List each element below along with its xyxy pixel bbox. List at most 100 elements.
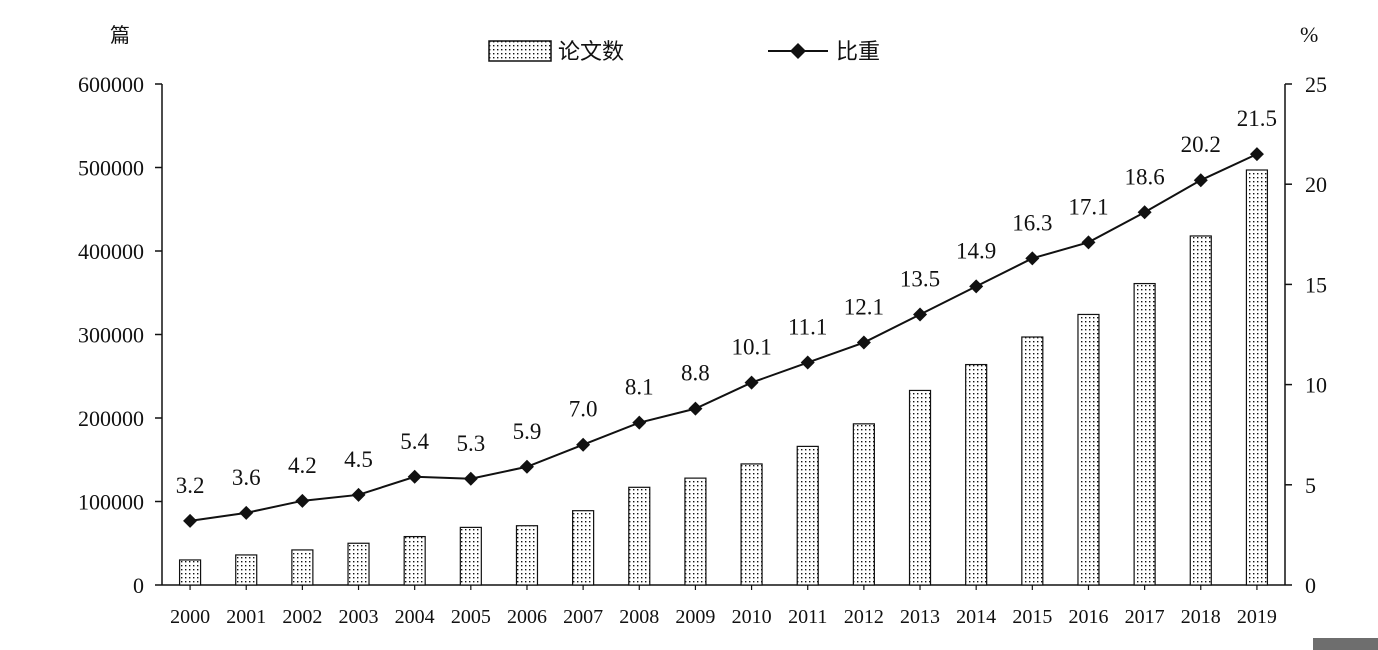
line-data-label: 13.5 xyxy=(900,266,940,291)
x-axis-tick-label: 2014 xyxy=(956,606,996,628)
bar xyxy=(684,477,707,586)
right-axis-tick-label: 25 xyxy=(1305,72,1327,97)
bar xyxy=(1245,169,1269,586)
x-axis-tick-label: 2019 xyxy=(1237,606,1277,628)
x-axis-tick-label: 2002 xyxy=(282,606,322,628)
right-axis-unit: % xyxy=(1300,22,1318,47)
line-point xyxy=(1137,205,1152,220)
x-axis-tick-label: 2009 xyxy=(675,606,715,628)
x-axis-tick-label: 2010 xyxy=(732,606,772,628)
bar xyxy=(628,486,651,586)
bar xyxy=(178,559,202,586)
line-data-label: 11.1 xyxy=(788,315,827,340)
x-axis-tick-label: 2018 xyxy=(1181,606,1221,628)
line-data-label: 21.5 xyxy=(1237,106,1277,131)
left-axis-tick-label: 600000 xyxy=(78,72,144,97)
x-axis-tick-label: 2001 xyxy=(226,606,266,628)
right-axis-tick-label: 0 xyxy=(1305,573,1316,598)
bar xyxy=(1189,235,1212,586)
bar xyxy=(235,554,258,586)
line-point xyxy=(1193,173,1208,188)
line-point xyxy=(519,459,534,474)
x-axis-tick-label: 2006 xyxy=(507,606,547,628)
bar xyxy=(1021,336,1044,586)
line-data-label: 18.6 xyxy=(1125,164,1165,189)
x-axis-tick-label: 2003 xyxy=(339,606,379,628)
line-data-label: 5.4 xyxy=(400,429,429,454)
line-data-label: 20.2 xyxy=(1181,132,1221,157)
line-point xyxy=(1025,251,1040,266)
x-axis-tick-label: 2016 xyxy=(1068,606,1108,628)
x-axis-tick-label: 2004 xyxy=(395,606,435,628)
line-point xyxy=(632,415,647,430)
line-point xyxy=(913,307,928,322)
bar xyxy=(1133,282,1156,586)
x-axis-tick-label: 2000 xyxy=(170,606,210,628)
legend-line-label: 比重 xyxy=(836,40,880,65)
left-axis-unit: 篇 xyxy=(110,23,130,47)
x-axis-tick-label: 2017 xyxy=(1125,606,1165,628)
left-axis-tick-label: 500000 xyxy=(78,156,144,181)
bar xyxy=(515,525,539,586)
line-point xyxy=(969,279,984,294)
line-point xyxy=(688,401,703,416)
line-point xyxy=(744,375,759,390)
line-point xyxy=(576,437,591,452)
x-axis-tick-label: 2013 xyxy=(900,606,940,628)
line-point xyxy=(295,493,310,508)
bar xyxy=(347,542,370,586)
line-data-label: 16.3 xyxy=(1012,210,1052,235)
line-data-label: 17.1 xyxy=(1068,194,1108,219)
line-point xyxy=(856,335,871,350)
line-point xyxy=(407,469,422,484)
bar xyxy=(572,510,595,586)
right-axis-tick-label: 10 xyxy=(1305,373,1327,398)
bar-series xyxy=(178,169,1269,586)
line-data-label: 8.8 xyxy=(681,361,710,386)
line-data-label: 14.9 xyxy=(956,238,996,263)
legend-bar-swatch xyxy=(488,40,552,62)
line-point xyxy=(463,471,478,486)
bar xyxy=(1077,313,1100,586)
left-axis-tick-label: 400000 xyxy=(78,239,144,264)
left-axis-tick-label: 100000 xyxy=(78,490,144,515)
line-point xyxy=(183,513,198,528)
left-axis-ticks: 0 100000 200000 300000 400000 500000 600000 xyxy=(78,72,162,598)
line-point xyxy=(1081,235,1096,250)
bar xyxy=(291,549,314,586)
bar xyxy=(403,535,426,586)
bar xyxy=(965,363,988,586)
legend-line-marker xyxy=(790,43,806,59)
line-data-label: 5.9 xyxy=(513,419,542,444)
x-axis-tick-label: 2011 xyxy=(788,606,827,628)
line-data-label: 3.6 xyxy=(232,465,261,490)
left-axis-tick-label: 0 xyxy=(133,573,144,598)
line-data-label: 4.2 xyxy=(288,453,317,478)
legend-bar-label: 论文数 xyxy=(558,40,624,65)
line-data-label: 5.3 xyxy=(456,431,485,456)
x-axis-tick-label: 2007 xyxy=(563,606,603,628)
legend: 论文数 比重 xyxy=(488,40,880,65)
line-data-label: 12.1 xyxy=(844,295,884,320)
x-axis-ticks: 2000 2001 2002 2003 2004 2005 2006 2007 2008 2009… xyxy=(170,585,1277,628)
line-point xyxy=(800,355,815,370)
line-point xyxy=(239,505,254,520)
left-axis-tick-label: 300000 xyxy=(78,323,144,348)
line-data-label: 10.1 xyxy=(731,335,771,360)
line-data-label: 8.1 xyxy=(625,375,654,400)
line-point xyxy=(351,487,366,502)
line-point xyxy=(1249,147,1264,162)
x-axis-tick-label: 2015 xyxy=(1012,606,1052,628)
right-axis-tick-label: 5 xyxy=(1305,473,1316,498)
right-axis-tick-label: 15 xyxy=(1305,272,1327,297)
x-axis-tick-label: 2008 xyxy=(619,606,659,628)
line-data-label: 7.0 xyxy=(569,397,598,422)
x-axis-tick-label: 2005 xyxy=(451,606,491,628)
right-axis-ticks: 0 5 10 15 20 25 xyxy=(1285,72,1327,598)
line-data-label: 3.2 xyxy=(176,473,205,498)
series-line xyxy=(189,153,1258,522)
x-axis-tick-label: 2012 xyxy=(844,606,884,628)
bar xyxy=(908,389,932,586)
bar xyxy=(852,423,875,586)
